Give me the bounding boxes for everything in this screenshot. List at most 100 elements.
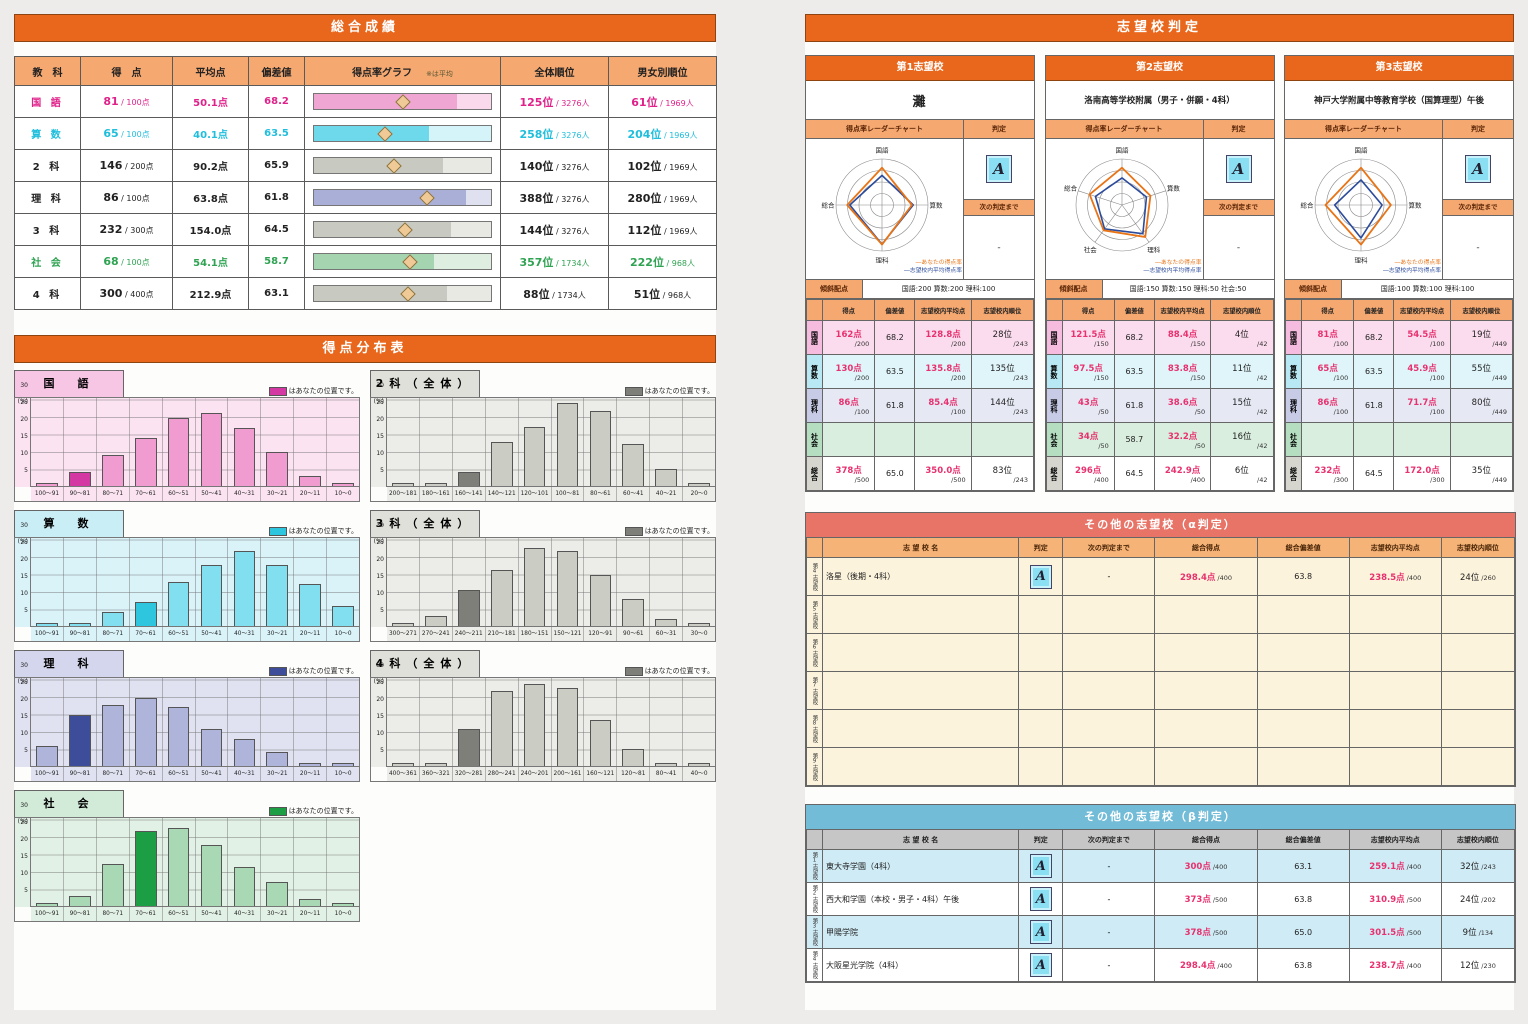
histogram-bar <box>392 762 414 767</box>
x-tick-label: 50～41 <box>196 767 229 781</box>
x-tick-label: 320～281 <box>453 767 486 781</box>
school-average-cell: 310.9点/500 <box>1348 882 1442 916</box>
school-rank-cell: 135位/243 <box>970 354 1035 389</box>
x-tick-label: 40～31 <box>228 487 262 501</box>
bar-slot <box>650 678 684 767</box>
bar-slot <box>584 678 618 767</box>
choice-rank-label: 第8志望校 <box>805 709 824 748</box>
histogram-title: 3科（全体） <box>370 510 480 538</box>
choice-rank-label: 第3志望校 <box>805 915 824 949</box>
other-header-cell: 志 望 校 名 <box>822 537 1020 558</box>
empty-cell <box>914 422 972 457</box>
histogram-bar <box>589 720 612 767</box>
overall-header-cell: 平均点 <box>172 56 249 86</box>
y-tick: 25 <box>20 819 28 826</box>
empty-cell <box>1440 709 1516 748</box>
histogram-frame: (%) 30 25 20 15 10 5 100～91 90～81 80～71 70～61 60～51… <box>14 802 360 922</box>
deviation-cell: 65.9 <box>248 149 305 182</box>
y-axis: (%) 30 25 20 15 10 5 <box>371 662 387 767</box>
other-header-cell: 次の判定まで <box>1062 537 1156 558</box>
radar-chart-header: 得点率レーダーチャート <box>1285 120 1443 138</box>
school-rank-cell: 35位/449 <box>1449 456 1514 491</box>
bar-slot <box>130 538 163 627</box>
histogram-legend: はあなたの位置です。 <box>268 666 358 676</box>
school-rank-cell: 24位/202 <box>1440 882 1516 916</box>
legend-text: はあなたの位置です。 <box>288 807 358 815</box>
empty-cell <box>822 633 1020 672</box>
bar-slot <box>617 398 651 487</box>
x-tick-label: 200～161 <box>552 767 585 781</box>
x-tick-label: 90～81 <box>64 487 97 501</box>
x-tick-label: 180～161 <box>420 487 453 501</box>
y-tick: 20 <box>376 416 384 423</box>
x-tick-label: 160～141 <box>453 487 486 501</box>
average-cell: 54.1点 <box>172 245 249 278</box>
school-average-cell: 85.4点/100 <box>914 388 972 423</box>
y-axis-unit: (%) <box>373 398 384 405</box>
score-rate-graph-cell <box>304 277 501 310</box>
x-tick-label: 70～61 <box>130 627 163 641</box>
x-tick-label: 40～31 <box>228 627 262 641</box>
histogram-frame: (%) 30 25 20 15 10 5 200～181 180～161 160～141 140～1… <box>370 382 716 502</box>
school-rank-header: 第2志望校 <box>1045 56 1274 81</box>
school-rank-cell: 32位/243 <box>1440 849 1516 883</box>
other-school-row: 第2志望校 西大和学園（本校・男子・4科）午後 A -373点/500 63.8 310.… <box>805 882 1516 916</box>
average-note: ※は平均 <box>426 69 453 78</box>
weighted-allocation-label: 傾斜配点 <box>1045 280 1103 298</box>
bar-slot <box>453 538 486 627</box>
histogram-bar <box>392 622 414 627</box>
y-tick: 15 <box>376 713 384 720</box>
histogram-bar <box>266 452 289 487</box>
x-tick-label: 20～11 <box>294 487 328 501</box>
empty-cell <box>1154 671 1258 710</box>
x-tick-label: 10～0 <box>334 631 352 637</box>
deviation-cell: 64.5 <box>1113 456 1155 491</box>
judgement-title: 志望校判定 <box>805 14 1514 42</box>
histogram-bar <box>167 827 190 907</box>
svg-text:総合: 総合 <box>822 201 836 210</box>
average-cell: 50.1点 <box>172 85 249 118</box>
school-average-cell: 88.4点/150 <box>1153 320 1212 355</box>
bar-slot <box>196 398 229 487</box>
x-tick-label: 60～51 <box>163 907 196 921</box>
overall-header-cell: 偏差値 <box>248 56 305 86</box>
overall-results-table: 教 科得 点平均点 偏差値 得点率グラフ ※は平均 全体順位 男女別順位国 語 81 / 1… <box>14 56 717 310</box>
empty-cell <box>822 422 876 457</box>
other-schools-table: 志 望 校 名判定 次の判定まで 総合得点 総合偏差値 志望校内平均点 志望校内順位 第1志… <box>805 829 1516 982</box>
score-cell: 34点/50 <box>1061 422 1115 457</box>
corner-cell <box>1045 299 1063 321</box>
x-tick-label: 270～241 <box>420 627 453 641</box>
score-cell: 130点/200 <box>822 354 876 389</box>
judge-grade-badge: A <box>1029 953 1052 977</box>
y-tick: 30 <box>20 802 28 809</box>
school-score-row-社会: 社会 34点/50 58.7 32.2点/50 16位/42 <box>1045 422 1274 457</box>
next-judge-header: 次の判定まで <box>1203 199 1274 216</box>
bar-slot <box>327 538 359 627</box>
histogram-frame: (%) 30 25 20 15 10 5 100～91 90～81 80～71 70～61 60～51… <box>14 382 360 502</box>
school-table-header: 偏差値 <box>1113 299 1155 321</box>
school-average-cell: 54.5点/100 <box>1393 320 1451 355</box>
y-tick: 10 <box>376 450 384 457</box>
histogram-4科（全体）: 4科（全体） はあなたの位置です。 (%) 30 25 20 15 10 5 400～361 360… <box>370 650 716 782</box>
y-tick: 20 <box>376 556 384 563</box>
empty-cell <box>1018 747 1064 786</box>
overall-rank-cell: 258位 / 3276人 <box>500 117 609 150</box>
your-position-swatch <box>624 526 643 536</box>
deviation-cell: 63.1 <box>248 277 305 310</box>
choice-rank-label: 第4志望校 <box>805 557 824 596</box>
x-tick-label: 10～0 <box>334 771 352 777</box>
corner-cell <box>805 537 824 558</box>
histogram-title: 算 数 <box>14 510 124 538</box>
next-judge-header: 次の判定まで <box>1443 199 1513 216</box>
your-position-swatch <box>624 386 643 396</box>
choice-rank-label: 第4志望校 <box>805 948 824 982</box>
histogram-bar <box>622 749 645 767</box>
bar-slot <box>97 398 130 487</box>
subject-label: 算数 <box>1045 354 1063 389</box>
your-position-bar <box>457 472 480 487</box>
score-rate-bar <box>313 157 492 174</box>
score-cell: 232 / 300点 <box>80 213 173 246</box>
y-tick: 30 <box>376 522 384 529</box>
bar-slot <box>228 818 262 907</box>
